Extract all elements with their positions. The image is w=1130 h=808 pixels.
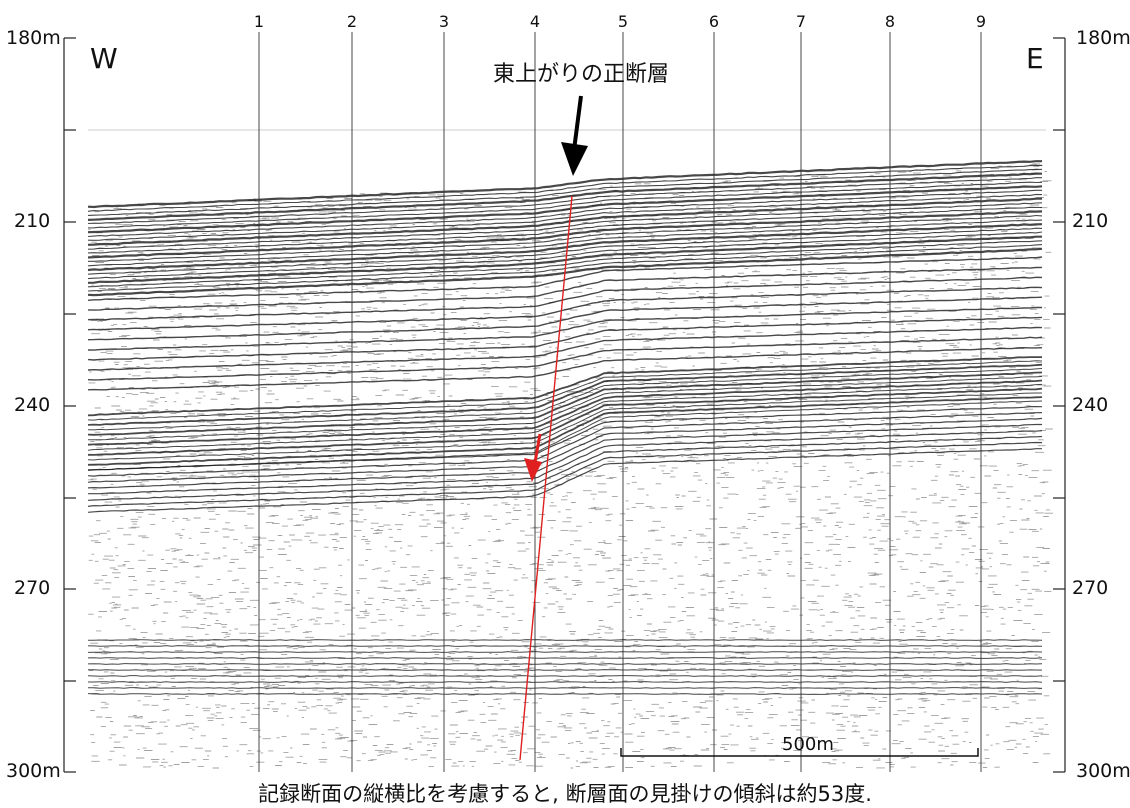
scale-bar bbox=[620, 748, 979, 757]
reflector-52 bbox=[87, 639, 1043, 641]
reflector-42 bbox=[87, 396, 1043, 466]
reflector-0 bbox=[87, 160, 1042, 209]
reflector-60 bbox=[87, 687, 1043, 689]
reflector-12 bbox=[87, 210, 1043, 259]
reflector-18 bbox=[87, 235, 1042, 284]
depth-label-right-180: 180m bbox=[1076, 27, 1130, 49]
reflector-9 bbox=[87, 197, 1042, 246]
reflector-38 bbox=[87, 379, 1043, 446]
trace-label-9: 9 bbox=[975, 12, 987, 31]
reflector-50 bbox=[87, 441, 1043, 507]
reflector-33 bbox=[87, 360, 1043, 421]
trace-label-7: 7 bbox=[795, 12, 807, 31]
reflector-47 bbox=[87, 423, 1042, 489]
down-arrow-shaft bbox=[572, 95, 583, 151]
trace-label-8: 8 bbox=[884, 12, 896, 31]
reflector-45 bbox=[87, 412, 1043, 477]
reflector-27 bbox=[87, 306, 1042, 351]
reflector-31 bbox=[87, 346, 1043, 391]
reflector-48 bbox=[88, 430, 1043, 495]
reflector-5 bbox=[87, 181, 1043, 229]
reflector-35 bbox=[87, 368, 1043, 431]
reflector-61 bbox=[87, 693, 1043, 695]
reflector-6 bbox=[87, 185, 1043, 234]
seismic-reflectors bbox=[87, 160, 1043, 695]
reflector-46 bbox=[87, 417, 1043, 483]
reflector-30 bbox=[87, 336, 1043, 381]
reflector-58 bbox=[87, 675, 1043, 677]
reflector-32 bbox=[87, 356, 1042, 417]
depth-label-right-240: 240 bbox=[1072, 394, 1109, 416]
east-label: E bbox=[1026, 42, 1044, 75]
trace-label-2: 2 bbox=[346, 12, 358, 31]
reflector-28 bbox=[87, 316, 1043, 361]
trace-label-1: 1 bbox=[253, 12, 265, 31]
depth-label-left-210: 210 bbox=[14, 210, 51, 232]
west-label: W bbox=[90, 42, 118, 75]
reflector-37 bbox=[87, 375, 1043, 441]
trace-label-3: 3 bbox=[438, 12, 450, 31]
fault-annotation bbox=[519, 95, 588, 761]
reflector-54 bbox=[87, 651, 1043, 653]
reflector-4 bbox=[87, 177, 1042, 225]
trace-gridlines bbox=[258, 32, 982, 772]
reflector-40 bbox=[87, 387, 1043, 456]
profile-frame bbox=[63, 37, 1066, 773]
reflector-59 bbox=[88, 681, 1043, 683]
depth-label-left-180: 180m bbox=[6, 27, 61, 49]
reflector-15 bbox=[87, 223, 1043, 272]
fault-line bbox=[519, 195, 573, 761]
depth-label-right-300: 300m bbox=[1076, 760, 1130, 782]
reflector-1 bbox=[87, 164, 1042, 212]
reflector-34 bbox=[87, 363, 1043, 426]
reflector-44 bbox=[87, 406, 1043, 471]
depth-label-right-210: 210 bbox=[1072, 210, 1109, 232]
reflector-36 bbox=[87, 371, 1043, 436]
reflector-29 bbox=[87, 326, 1043, 371]
trace-label-4: 4 bbox=[529, 12, 541, 31]
reflector-23 bbox=[87, 266, 1043, 311]
reflector-7 bbox=[87, 189, 1042, 238]
reflector-57 bbox=[88, 669, 1043, 671]
reflector-53 bbox=[88, 645, 1043, 647]
fault-title: 東上がりの正断層 bbox=[493, 62, 670, 87]
reflector-13 bbox=[88, 214, 1043, 262]
scale-bar-label: 500m bbox=[782, 734, 834, 755]
figure-caption: 記録断面の縦横比を考慮すると, 断層面の見掛けの傾斜は約53度. bbox=[258, 782, 872, 806]
trace-label-6: 6 bbox=[708, 12, 720, 31]
depth-label-left-300: 300m bbox=[6, 760, 61, 782]
reflector-25 bbox=[87, 286, 1043, 331]
reflector-26 bbox=[87, 296, 1043, 341]
reflector-55 bbox=[87, 657, 1043, 659]
depth-label-left-240: 240 bbox=[14, 394, 51, 416]
reflector-16 bbox=[87, 227, 1043, 275]
reflector-17 bbox=[87, 231, 1043, 280]
depth-label-left-270: 270 bbox=[14, 577, 51, 599]
reflector-8 bbox=[87, 193, 1043, 241]
down-arrow-head bbox=[561, 142, 588, 176]
reflector-49 bbox=[87, 435, 1043, 501]
slip-arrow-head bbox=[524, 458, 542, 482]
reflector-2 bbox=[87, 168, 1043, 216]
reflector-51 bbox=[87, 448, 1042, 513]
reflector-14 bbox=[87, 219, 1043, 267]
reflector-11 bbox=[87, 206, 1043, 254]
reflector-24 bbox=[87, 276, 1043, 321]
reflector-10 bbox=[87, 202, 1043, 250]
reflector-39 bbox=[87, 383, 1043, 451]
reflector-41 bbox=[87, 392, 1042, 461]
trace-label-5: 5 bbox=[617, 12, 629, 31]
reflector-56 bbox=[87, 663, 1043, 665]
depth-label-right-270: 270 bbox=[1072, 577, 1109, 599]
reflector-3 bbox=[87, 172, 1043, 221]
reflector-22 bbox=[87, 256, 1043, 301]
